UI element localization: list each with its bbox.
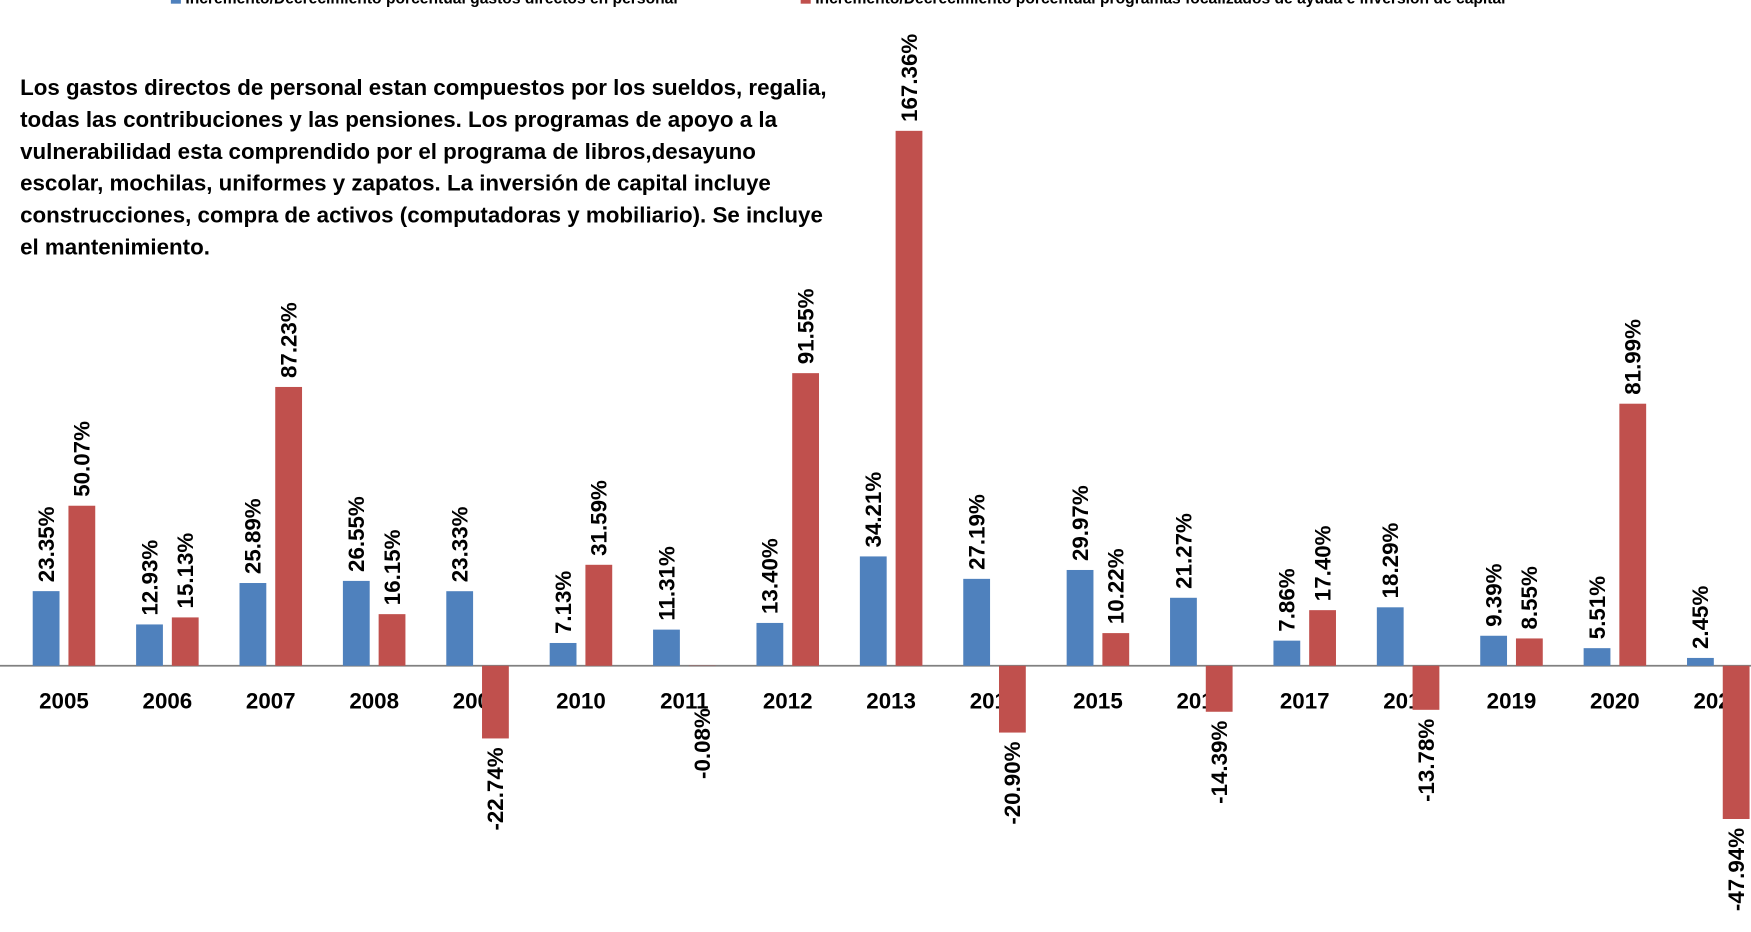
data-label: 26.55% [344, 496, 369, 572]
data-label: 18.29% [1378, 522, 1403, 598]
bar [963, 578, 991, 666]
data-label: 13.40% [758, 538, 783, 614]
annotation: construcciones, compra de activos (compu… [20, 203, 823, 228]
annotation: escolar, mochilas, uniformes y zapatos. … [20, 171, 771, 196]
annotation: vulnerabilidad esta comprendido por el p… [20, 139, 756, 164]
data-label: 34.21% [861, 472, 886, 548]
bar [653, 629, 680, 666]
data-label: 10.22% [1104, 548, 1129, 624]
bar [32, 591, 60, 666]
x-tick-label: 2011 [660, 688, 708, 713]
bar [1170, 597, 1197, 666]
bar [239, 583, 267, 666]
legend-swatch [800, 0, 811, 4]
x-tick-label: 2019 [1487, 688, 1537, 713]
bar [1480, 635, 1508, 666]
x-tick-label: 2006 [143, 688, 193, 713]
bar [859, 556, 887, 666]
bar [1583, 648, 1611, 666]
bar [1309, 610, 1336, 666]
data-label: 29.97% [1068, 485, 1093, 561]
bar [171, 617, 199, 666]
bar [1412, 665, 1440, 710]
bar [378, 614, 406, 666]
bar [342, 580, 370, 666]
data-label: 25.89% [241, 498, 266, 574]
x-tick-label: 2012 [763, 688, 813, 713]
bar [1273, 640, 1301, 666]
bar [998, 665, 1026, 733]
data-label: 8.55% [1517, 566, 1542, 629]
legend-label: Incremento/Decrecimiento porcentual gast… [185, 0, 677, 8]
bar [1102, 633, 1130, 666]
bar [895, 130, 923, 666]
data-label: -20.90% [1000, 741, 1025, 824]
bar [1205, 665, 1233, 712]
x-tick-label: 2017 [1280, 688, 1330, 713]
bar [275, 386, 303, 666]
data-label: 16.15% [380, 529, 405, 605]
data-label: 11.31% [654, 546, 679, 621]
annotation: Los gastos directos de personal estan co… [20, 75, 827, 100]
data-label: 167.36% [897, 34, 922, 122]
data-label: 15.13% [173, 533, 198, 609]
data-label: 7.13% [551, 571, 576, 634]
x-tick-label: 2020 [1590, 688, 1640, 713]
data-label: 50.07% [70, 421, 95, 497]
data-label: 31.59% [587, 480, 612, 556]
bar [1722, 665, 1750, 819]
annotation: todas las contribuciones y las pensiones… [20, 107, 777, 132]
bar [1376, 607, 1404, 666]
bar [792, 373, 820, 666]
bar [1619, 403, 1647, 666]
data-label: -14.39% [1207, 721, 1232, 804]
data-label: 12.93% [137, 540, 162, 616]
data-label: -47.94% [1724, 828, 1749, 911]
bar [549, 642, 577, 666]
x-tick-label: 2015 [1073, 688, 1123, 713]
data-label: 91.55% [793, 288, 818, 364]
data-label: 87.23% [276, 302, 301, 378]
legend-swatch [170, 0, 181, 4]
bar [1687, 657, 1714, 666]
data-label: 23.35% [34, 506, 59, 582]
bar [482, 665, 509, 739]
data-label: 5.51% [1585, 576, 1610, 639]
x-tick-label: 2010 [556, 688, 606, 713]
bar [1066, 569, 1094, 666]
x-tick-label: 2007 [246, 688, 296, 713]
data-label: 2.45% [1688, 586, 1713, 649]
data-label: -13.78% [1414, 719, 1439, 802]
data-label: 23.33% [448, 506, 473, 582]
data-label: 21.27% [1171, 513, 1196, 589]
data-label: -22.74% [483, 747, 508, 830]
bar [756, 622, 784, 666]
x-tick-label: 2008 [349, 688, 399, 713]
annotation: el mantenimiento. [20, 234, 210, 259]
x-tick-label: 2013 [866, 688, 916, 713]
data-label: 7.86% [1275, 568, 1300, 631]
bar [446, 591, 474, 666]
legend-label: Incremento/Decrecimiento porcentual prog… [815, 0, 1505, 8]
x-tick-label: 2005 [39, 688, 89, 713]
bar [68, 505, 96, 666]
data-label: 9.39% [1481, 563, 1506, 626]
bar [136, 624, 163, 666]
data-label: -0.08% [690, 708, 715, 779]
data-label: 81.99% [1621, 319, 1646, 395]
bar [1515, 638, 1543, 666]
data-label: 27.19% [964, 494, 989, 570]
bar [585, 564, 613, 666]
data-label: 17.40% [1310, 525, 1335, 601]
